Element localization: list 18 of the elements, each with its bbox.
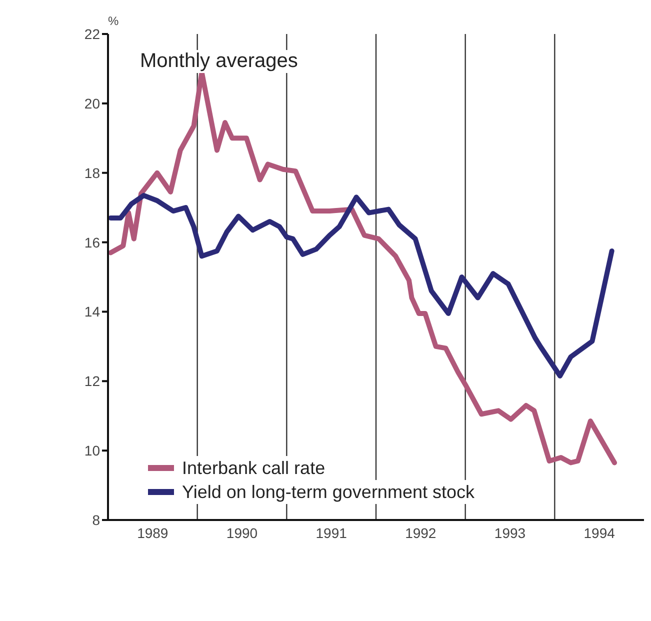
- y-tick-label: 16: [84, 234, 100, 250]
- x-tick-label: 1990: [226, 524, 258, 541]
- y-axis-title: %: [108, 14, 119, 28]
- x-tick-label: 1989: [137, 524, 168, 541]
- x-tick-label: 1993: [494, 524, 526, 541]
- y-tick-label: 20: [84, 95, 100, 112]
- y-tick-label: 12: [84, 373, 100, 390]
- y-tick-label: 10: [84, 442, 100, 459]
- legend-label: Interbank call rate: [182, 456, 326, 480]
- y-tick-label: 8: [92, 512, 100, 528]
- y-tick-label: 14: [84, 304, 100, 320]
- x-tick-label: 1992: [405, 524, 436, 541]
- x-tick-label: 1994: [584, 524, 616, 541]
- x-tick-label: 1991: [316, 524, 348, 541]
- y-tick-label: 22: [84, 26, 100, 42]
- legend-label: Yield on long-term government stock: [182, 480, 474, 504]
- y-tick-label: 18: [84, 164, 100, 181]
- annotation: Monthly averages: [140, 50, 298, 73]
